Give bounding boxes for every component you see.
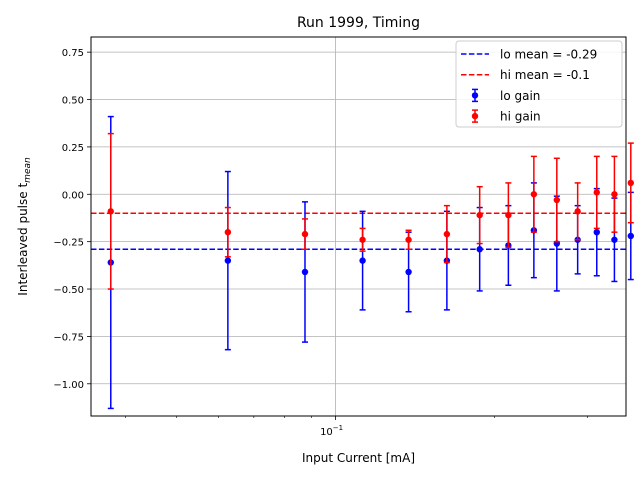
series-hi-gain (107, 132, 634, 290)
data-point (476, 246, 483, 253)
legend-label: hi gain (500, 110, 541, 124)
y-axis-label: Interleaved pulse tmean (16, 157, 33, 296)
legend-marker-swatch (471, 112, 479, 120)
legend-label: hi mean = -0.1 (500, 68, 590, 82)
y-tick-label: 0.25 (62, 143, 84, 154)
x-tick-label: 10−1 (320, 424, 343, 438)
legend-label: lo gain (500, 89, 540, 103)
y-tick-label: 0.75 (62, 48, 84, 59)
data-point (301, 268, 309, 276)
series-layer (107, 115, 634, 410)
data-point (359, 257, 366, 264)
data-point (505, 211, 512, 219)
data-point (530, 191, 538, 198)
data-point (611, 191, 618, 198)
data-point (224, 228, 232, 236)
data-point (224, 257, 232, 264)
mean-lines (91, 212, 626, 250)
y-tick-label: −0.75 (53, 332, 84, 343)
legend-entry: hi mean = -0.1 (461, 68, 590, 82)
x-tick-label-exponent: −1 (333, 424, 343, 432)
data-point (574, 208, 581, 215)
y-tick-label: −0.50 (53, 285, 84, 296)
legend-marker-swatch (471, 92, 479, 99)
legend-items: lo mean = -0.29 hi mean = -0.1 lo gain hi g… (461, 48, 597, 124)
data-point (627, 232, 634, 240)
series-lo-gain (107, 115, 634, 410)
plot-frame (90, 36, 627, 417)
y-tick-label: −1.00 (53, 380, 84, 391)
legend: lo mean = -0.29 hi mean = -0.1 lo gain hi g… (455, 40, 623, 128)
y-axis-label-subscript: mean (23, 157, 33, 183)
axis-ticks: 0.75 0.50 0.25 0.00 −0.25 −0.50 −0.75 −1.00 10−1 (53, 48, 588, 438)
data-point (627, 179, 634, 187)
data-point (107, 208, 114, 215)
legend-entry: hi gain (471, 109, 541, 124)
grid-layer (91, 37, 626, 416)
y-tick-label: 0.00 (62, 190, 84, 201)
y-tick-label: 0.50 (62, 96, 84, 107)
chart-title: Run 1999, Timing (297, 15, 420, 31)
legend-box (455, 40, 623, 128)
data-point (405, 268, 412, 276)
data-point (553, 196, 561, 204)
data-point (301, 230, 309, 238)
legend-entry: lo mean = -0.29 (461, 48, 597, 62)
data-point (359, 236, 366, 243)
y-tick-label: −0.25 (53, 238, 84, 249)
data-point (405, 236, 412, 243)
legend-label: lo mean = -0.29 (500, 48, 597, 62)
data-point (593, 189, 600, 196)
legend-entry: lo gain (471, 88, 540, 103)
data-point (476, 211, 483, 219)
data-point (611, 236, 618, 243)
data-point (443, 230, 451, 238)
y-axis-label-main: Interleaved pulse t (16, 183, 30, 296)
x-axis-label: Input Current [mA] (302, 451, 415, 465)
data-point (593, 228, 600, 236)
